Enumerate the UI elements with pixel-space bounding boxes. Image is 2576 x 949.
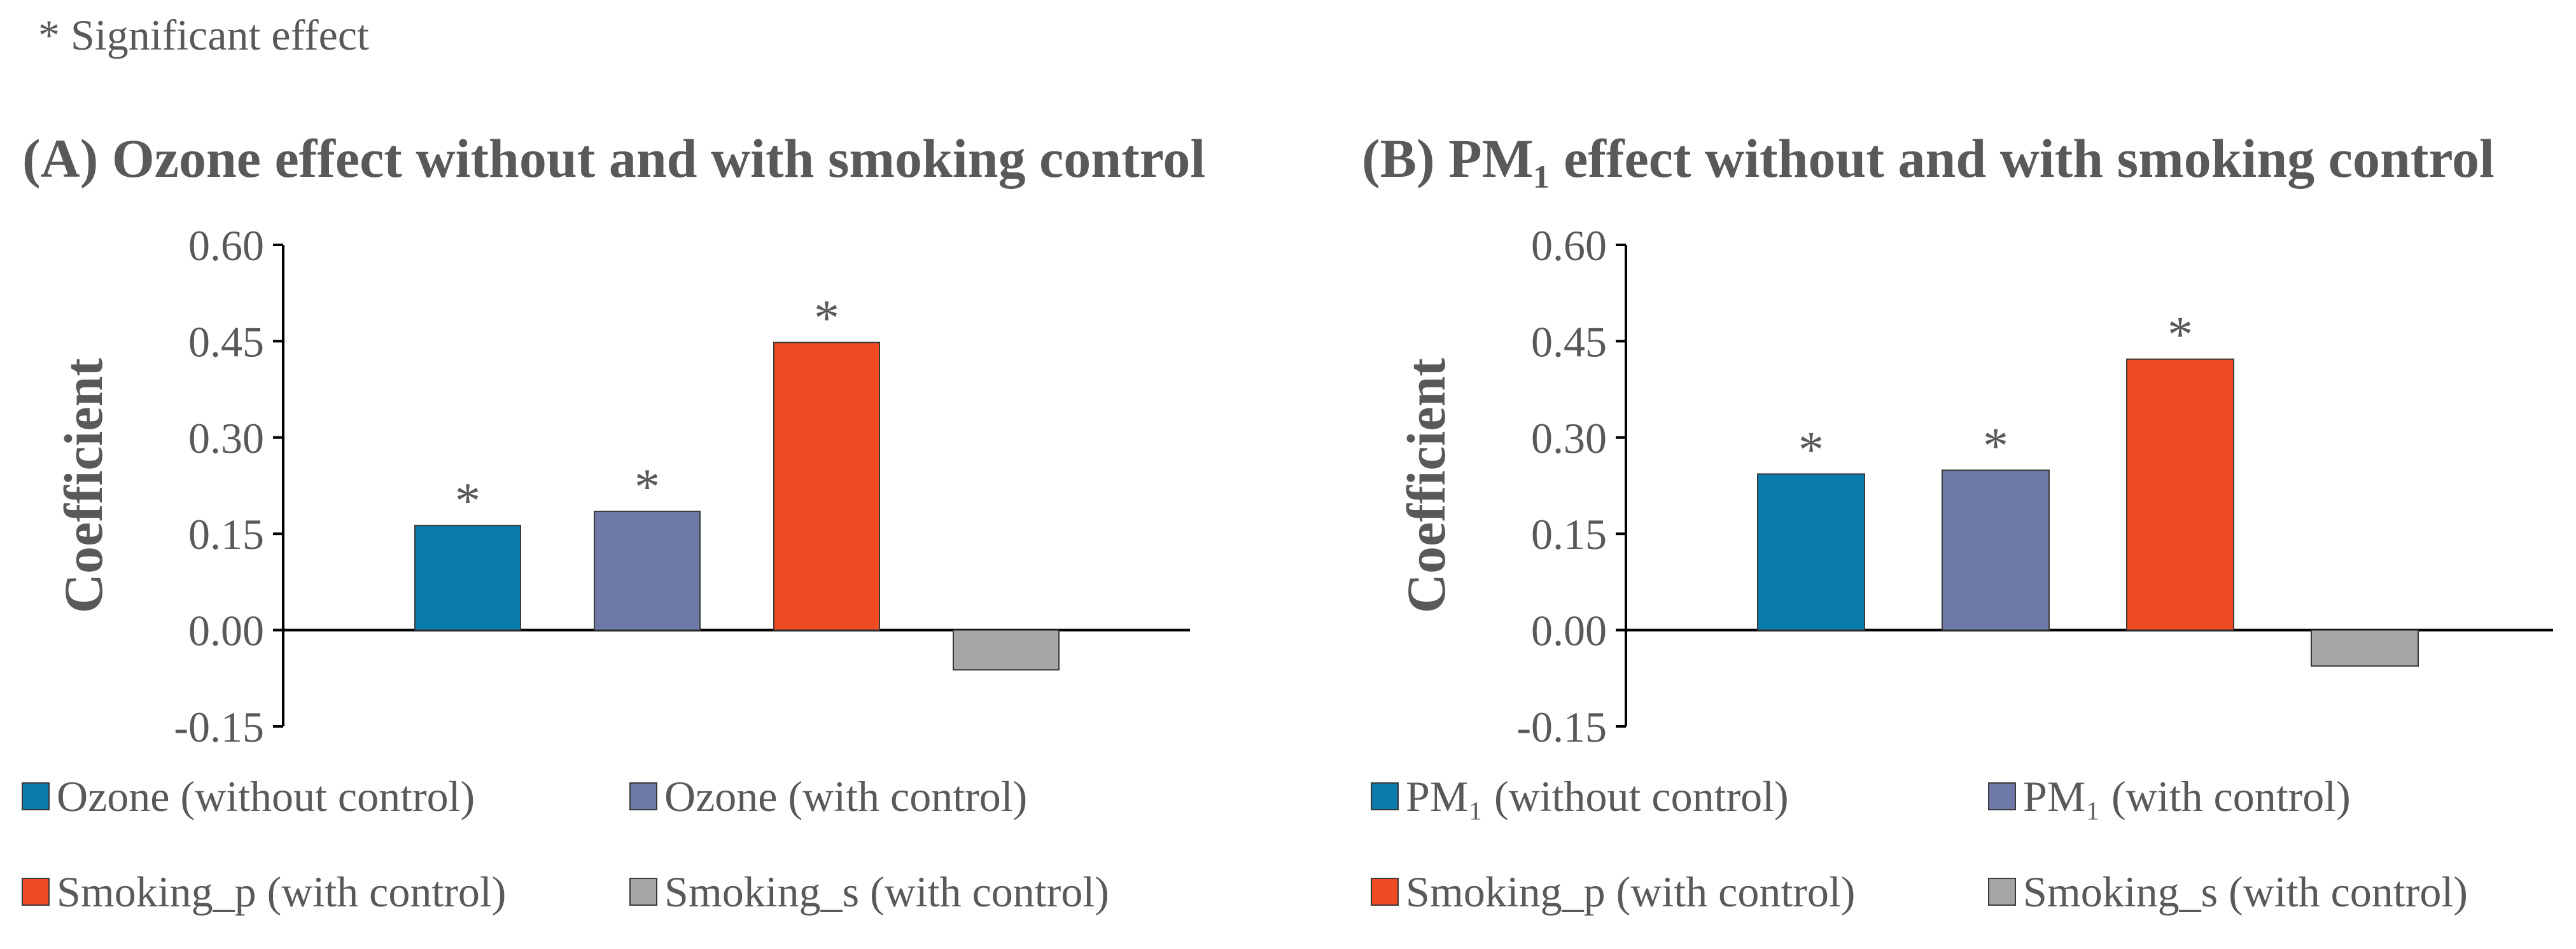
bar <box>1757 473 1865 631</box>
legend-label: Smoking_p (with control) <box>1406 868 1855 916</box>
bar <box>953 629 1060 671</box>
legend-label: Smoking_s (with control) <box>664 868 1109 916</box>
legend-swatch <box>22 878 50 906</box>
legend-swatch <box>22 782 50 810</box>
significance-note: * Significant effect <box>38 11 369 59</box>
legend-swatch <box>1371 878 1399 906</box>
significance-star: * <box>634 459 660 515</box>
bar <box>773 342 880 631</box>
significance-star: * <box>455 473 480 529</box>
significance-star: * <box>2167 307 2193 363</box>
panel-title: (A) Ozone effect without and with smokin… <box>22 128 1205 189</box>
y-tick-label: 0.00 <box>188 607 264 655</box>
bar <box>2311 629 2419 667</box>
legend-label: PM₁ (without control) <box>1406 772 1789 821</box>
legend-label: Ozone (without control) <box>57 772 475 821</box>
y-tick-label: 0.30 <box>1531 414 1607 462</box>
bar <box>594 510 701 631</box>
y-tick-label: -0.15 <box>174 703 264 751</box>
y-tick-label: 0.60 <box>1531 221 1607 270</box>
y-tick-label: 0.00 <box>1531 607 1607 655</box>
legend-label: Smoking_p (with control) <box>57 868 506 916</box>
significance-star: * <box>814 290 839 346</box>
y-tick-label: 0.15 <box>1531 510 1607 558</box>
legend-label: Smoking_s (with control) <box>2023 868 2468 916</box>
legend-swatch <box>629 782 657 810</box>
y-tick-label: 0.60 <box>188 221 264 270</box>
y-tick-label: -0.15 <box>1516 703 1607 751</box>
legend-swatch <box>629 878 657 906</box>
y-tick-label: 0.45 <box>188 317 264 366</box>
panel-b: (B) PM₁ effect without and with smoking … <box>1362 128 2553 916</box>
significance-star: * <box>1983 418 2008 474</box>
legend-swatch <box>1988 878 2016 906</box>
bar <box>414 525 521 631</box>
y-axis-label: Coefficient <box>1396 358 1457 614</box>
bar <box>2126 358 2234 631</box>
significance-star: * <box>1798 422 1824 478</box>
panel-a: (A) Ozone effect without and with smokin… <box>22 128 1205 916</box>
y-tick-label: 0.15 <box>188 510 264 558</box>
panel-title: (B) PM₁ effect without and with smoking … <box>1362 128 2495 189</box>
bar <box>1942 469 2050 631</box>
y-tick-label: 0.30 <box>188 414 264 462</box>
legend-swatch <box>1371 782 1399 810</box>
legend-swatch <box>1988 782 2016 810</box>
y-tick-label: 0.45 <box>1531 317 1607 366</box>
y-axis-label: Coefficient <box>53 358 114 614</box>
legend-label: Ozone (with control) <box>664 772 1027 821</box>
legend-label: PM₁ (with control) <box>2023 772 2351 821</box>
